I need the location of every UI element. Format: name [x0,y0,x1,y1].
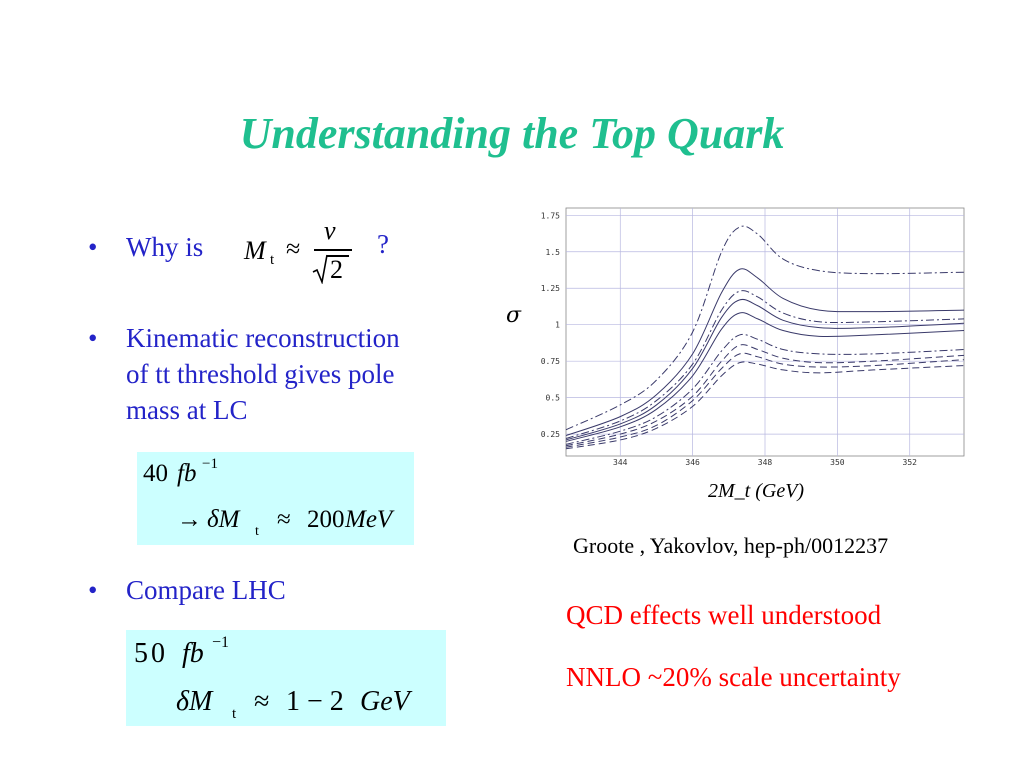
box2-exp: −1 [212,634,230,651]
x-tick-label: 352 [903,458,918,467]
bullet-dot: • [88,232,98,262]
formula-why-den: 2 [330,255,343,284]
x-tick-label: 346 [685,458,700,467]
bullet-compare-text: Compare LHC [126,575,286,605]
sqrt-icon [312,254,328,284]
y-tick-label: 1.25 [541,284,560,293]
slide-title: Understanding the Top Quark [239,109,785,158]
box1-unit: fb [177,460,197,487]
x-axis-label: 2M_t (GeV) [708,480,805,502]
formula-why-lhs: M [244,236,266,265]
series-line-5 [565,312,965,442]
box2-unit: fb [182,638,204,669]
x-tick-label: 350 [830,458,845,467]
bullet-dot: • [88,575,98,605]
box1-exp: −1 [202,456,218,472]
note-qcd: QCD effects well understood [566,600,882,630]
bullet-kinematic-line3: mass at LC [126,395,248,425]
bullet-kinematic-line1: Kinematic reconstruction [126,323,400,353]
box2-value: 1 − 2 [286,686,344,717]
box2-delta: δM [176,686,213,717]
box1-delta: δM [207,506,240,533]
box2-sub: t [232,706,237,722]
y-tick-label: 0.25 [541,430,560,439]
box1-arrow: → [177,506,202,533]
series-line-3 [565,290,965,439]
series-line-4 [565,298,965,441]
y-tick-label: 1.75 [541,211,560,220]
formula-box-lhc: 50 fb −1 δM t ≈ 1 − 2 GeV [126,630,446,726]
formula-why-sub: t [270,252,275,268]
y-tick-label: 1.5 [546,248,561,257]
box1-lumi: 40 [143,460,168,487]
bullet-kinematic-line2: of tt threshold gives pole [126,359,395,389]
cross-section-chart: 0.25 0.5 0.75 1 1.25 1.5 1.75 344 346 348 350 352 σ [506,207,965,467]
bullet-why-text: Why is [126,232,204,262]
fraction-bar [314,249,352,251]
formula-why-num: v [324,216,336,245]
box2-approx: ≈ [254,686,270,717]
x-tick-label: 344 [613,458,628,467]
chart-grid [565,207,965,457]
y-tick-label: 0.5 [546,394,561,403]
chart-lines [565,225,965,450]
y-axis-label: σ [506,303,522,328]
box1-unit2: MeV [345,506,393,533]
note-nnlo: NNLO ~20% scale uncertainty [566,662,901,692]
box1-sub: t [255,524,259,539]
x-tick-label: 348 [758,458,773,467]
box2-lumi: 50 [134,638,168,669]
formula-box-lc: 40 fb −1 → δM t ≈ 200 MeV [137,452,414,545]
series-line-9 [565,361,965,450]
y-tick-label: 1 [555,321,560,330]
series-line-2 [565,268,965,437]
box1-value: 200 [307,506,345,533]
formula-why-approx: ≈ [286,234,301,263]
y-tick-label: 0.75 [541,357,560,366]
box2-unit2: GeV [360,686,410,717]
figure-credit: Groote , Yakovlov, hep-ph/0012237 [573,533,889,558]
sqrt-overline [327,255,349,257]
formula-why: M t ≈ v 2 [244,216,364,292]
series-line-8 [565,352,965,448]
chart-ticks: 0.25 0.5 0.75 1 1.25 1.5 1.75 344 346 348 350 352 [541,211,917,467]
bullet-dot: • [88,323,98,353]
series-line-7 [565,344,965,447]
box1-approx: ≈ [277,506,291,533]
formula-why-suffix: ? [377,229,389,259]
series-line-6 [565,333,965,445]
